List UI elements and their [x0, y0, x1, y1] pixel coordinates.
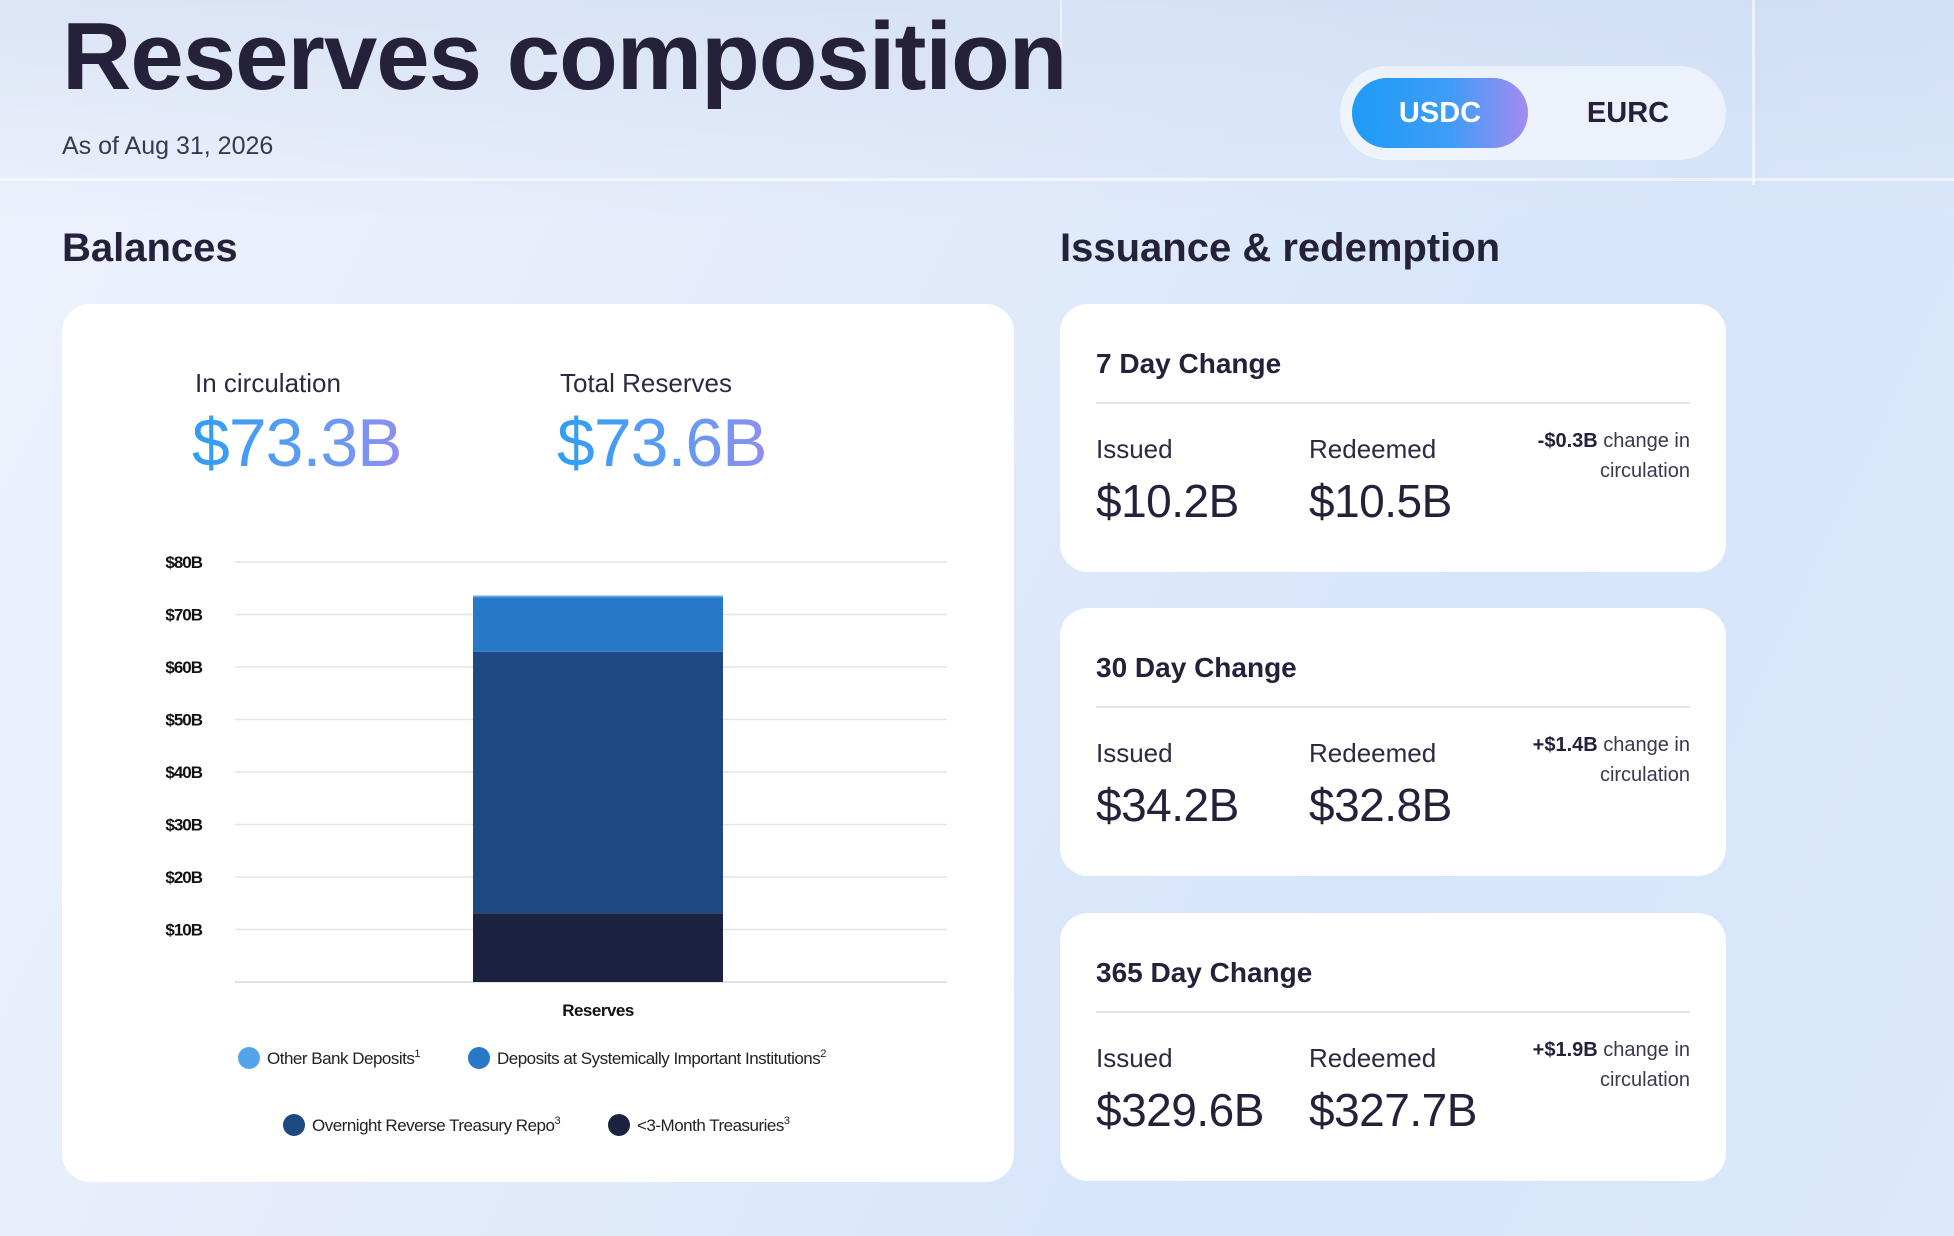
change-card-365-day: 365 Day Change Issued $329.6B Redeemed $…	[1060, 913, 1726, 1181]
issued-label: Issued	[1096, 738, 1173, 768]
reserves-chart: $10B $20B $30B $40B $50B $60B $70B $80B Reserves…	[165, 553, 947, 1136]
change-card-7-day: 7 Day Change Issued $10.2B Redeemed $10.…	[1060, 304, 1726, 572]
redeemed-value: $10.5B	[1309, 475, 1452, 527]
legend-label-text: Deposits at Systemically Important Insti…	[497, 1049, 820, 1068]
y-tick-label: $50B	[165, 711, 202, 730]
legend-label-text: <3-Month Treasuries	[637, 1116, 784, 1135]
currency-toggle: USDC EURC	[1340, 66, 1726, 160]
divider	[1096, 402, 1690, 404]
circulation-change-text: change in circulation	[1597, 1039, 1690, 1091]
x-axis-label: Reserves	[562, 1001, 634, 1020]
y-tick-label: $60B	[165, 658, 202, 677]
divider	[1096, 706, 1690, 708]
y-tick-label: $10B	[165, 921, 202, 940]
issued-value: $10.2B	[1096, 475, 1239, 527]
legend-label: Overnight Reverse Treasury Repo3	[312, 1115, 560, 1135]
issued-value: $34.2B	[1096, 779, 1239, 831]
divider	[1096, 1011, 1690, 1013]
balances-card: In circulation $73.3B Total Reserves $73…	[62, 304, 1014, 1182]
balances-title: Balances	[62, 226, 238, 270]
legend-footnote-marker: 3	[784, 1115, 790, 1127]
redeemed-label: Redeemed	[1309, 1043, 1437, 1073]
bar-segment	[473, 651, 723, 914]
legend-label-text: Overnight Reverse Treasury Repo	[312, 1116, 554, 1135]
redeemed-value: $32.8B	[1309, 779, 1452, 831]
legend-label-text: Other Bank Deposits	[267, 1049, 414, 1068]
circulation-change-amount: +$1.9B	[1532, 1039, 1598, 1061]
bar-segment	[473, 597, 723, 652]
legend-swatch	[283, 1114, 305, 1136]
circulation-change-text: change in circulation	[1597, 430, 1690, 482]
legend-swatch	[468, 1047, 490, 1069]
y-tick-label: $40B	[165, 763, 202, 782]
y-tick-label: $20B	[165, 868, 202, 887]
circulation-change-note: +$1.4B change in circulation	[1490, 730, 1690, 790]
circulation-change-note: -$0.3B change in circulation	[1490, 426, 1690, 486]
issued-label: Issued	[1096, 434, 1173, 464]
y-tick-label: $30B	[165, 816, 202, 835]
legend-footnote-marker: 1	[414, 1048, 420, 1060]
redeemed-value: $327.7B	[1309, 1084, 1477, 1136]
legend-swatch	[238, 1047, 260, 1069]
total-reserves-label: Total Reserves	[560, 368, 732, 398]
circulation-change-note: +$1.9B change in circulation	[1490, 1035, 1690, 1095]
background-line	[1752, 0, 1755, 185]
background-line	[1060, 0, 1062, 80]
in-circulation-value: $73.3B	[192, 405, 403, 481]
legend-swatch	[608, 1114, 630, 1136]
legend-footnote-marker: 3	[554, 1115, 560, 1127]
circulation-change-amount: -$0.3B	[1537, 430, 1598, 452]
circulation-change-amount: +$1.4B	[1532, 734, 1598, 756]
legend-label: Other Bank Deposits1	[267, 1048, 420, 1068]
change-card-30-day: 30 Day Change Issued $34.2B Redeemed $32…	[1060, 608, 1726, 876]
total-reserves-value: $73.6B	[557, 405, 768, 481]
change-card-title: 365 Day Change	[1096, 957, 1313, 988]
change-card-title: 30 Day Change	[1096, 652, 1297, 683]
redeemed-label: Redeemed	[1309, 434, 1437, 464]
change-card-title: 7 Day Change	[1096, 348, 1282, 379]
in-circulation-label: In circulation	[195, 368, 341, 398]
usdc-toggle-button[interactable]: USDC	[1352, 78, 1528, 148]
y-tick-label: $70B	[165, 606, 202, 625]
bar-segment	[473, 913, 723, 982]
issued-label: Issued	[1096, 1043, 1173, 1073]
background-line	[0, 178, 1954, 181]
legend-label: Deposits at Systemically Important Insti…	[497, 1048, 826, 1068]
legend-footnote-marker: 2	[820, 1048, 826, 1060]
issuance-title: Issuance & redemption	[1060, 226, 1501, 270]
redeemed-label: Redeemed	[1309, 738, 1437, 768]
eurc-toggle-button[interactable]: EURC	[1586, 96, 1670, 129]
page-title: Reserves composition	[62, 3, 1067, 110]
y-tick-label: $80B	[165, 553, 202, 572]
issued-value: $329.6B	[1096, 1084, 1264, 1136]
as-of-date: As of Aug 31, 2026	[62, 132, 274, 160]
legend-label: <3-Month Treasuries3	[637, 1115, 790, 1135]
circulation-change-text: change in circulation	[1597, 734, 1690, 786]
bar-segment	[473, 595, 723, 598]
